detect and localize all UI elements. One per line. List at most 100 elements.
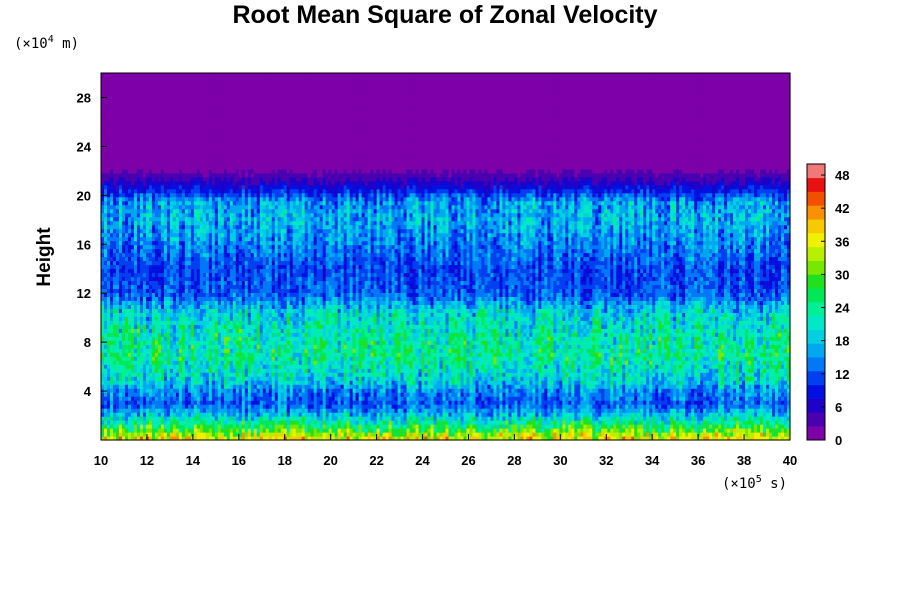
heatmap-cell xyxy=(652,420,656,425)
heatmap-cell xyxy=(376,420,381,425)
heatmap-cell xyxy=(532,404,536,409)
heatmap-cell xyxy=(256,384,261,389)
heatmap-cell xyxy=(784,376,788,381)
heatmap-cell xyxy=(265,388,270,393)
heatmap-cell xyxy=(667,368,671,373)
heatmap-cell xyxy=(104,372,108,377)
heatmap-cell xyxy=(289,400,294,405)
heatmap-cell xyxy=(253,416,258,421)
heatmap-cell xyxy=(526,392,530,397)
heatmap-cell xyxy=(262,412,267,417)
heatmap-cell xyxy=(370,424,375,429)
heatmap-cell xyxy=(493,424,498,429)
heatmap-cell xyxy=(754,372,758,377)
heatmap-cell xyxy=(118,380,123,385)
heatmap-cell xyxy=(104,388,108,393)
heatmap-cell xyxy=(181,384,186,389)
heatmap-cell xyxy=(712,372,716,377)
heatmap-cell xyxy=(769,420,773,425)
heatmap-cell xyxy=(439,376,444,381)
heatmap-cell xyxy=(160,392,165,397)
heatmap-cell xyxy=(415,368,420,373)
heatmap-cell xyxy=(430,368,435,373)
heatmap-cell xyxy=(283,436,288,441)
heatmap-cell xyxy=(739,384,743,389)
heatmap-cell xyxy=(364,368,369,373)
heatmap-cell xyxy=(409,428,414,433)
heatmap-cell xyxy=(463,424,468,429)
heatmap-cell xyxy=(544,412,548,417)
heatmap-cell xyxy=(262,408,267,413)
heatmap-cell xyxy=(487,392,492,397)
heatmap-cell xyxy=(730,420,734,425)
heatmap-cell xyxy=(649,412,653,417)
heatmap-cell xyxy=(646,420,650,425)
heatmap-cell xyxy=(253,392,258,397)
heatmap-cell xyxy=(508,392,513,397)
heatmap-cell xyxy=(301,368,306,373)
heatmap-cell xyxy=(130,372,135,377)
heatmap-cell xyxy=(787,376,791,381)
heatmap-cell xyxy=(679,424,683,429)
heatmap-cell xyxy=(535,428,539,433)
heatmap-cell xyxy=(319,412,324,417)
heatmap-cell xyxy=(211,408,216,413)
heatmap-cell xyxy=(592,384,596,389)
heatmap-cell xyxy=(217,420,222,425)
heatmap-cell xyxy=(133,412,138,417)
heatmap-cell xyxy=(469,400,474,405)
heatmap-cell xyxy=(580,424,584,429)
heatmap-cell xyxy=(361,436,366,441)
heatmap-cell xyxy=(271,412,276,417)
heatmap-cell xyxy=(718,376,722,381)
heatmap-cell xyxy=(520,400,524,405)
heatmap-cell xyxy=(658,412,662,417)
heatmap-cell xyxy=(388,392,393,397)
heatmap-cell xyxy=(580,436,584,441)
heatmap-cell xyxy=(622,416,626,421)
heatmap-cell xyxy=(556,424,560,429)
heatmap-cell xyxy=(565,432,569,437)
heatmap-cell xyxy=(199,376,204,381)
heatmap-cell xyxy=(598,416,602,421)
heatmap-cell xyxy=(670,412,674,417)
heatmap-cell xyxy=(142,400,147,405)
heatmap-cell xyxy=(127,400,132,405)
heatmap-cell xyxy=(544,416,548,421)
heatmap-cell xyxy=(784,428,788,433)
heatmap-cell xyxy=(778,408,782,413)
heatmap-cell xyxy=(301,392,306,397)
heatmap-cell xyxy=(316,408,321,413)
heatmap-cell xyxy=(661,400,665,405)
heatmap-cell xyxy=(727,404,731,409)
heatmap-cell xyxy=(637,436,641,441)
heatmap-cell xyxy=(250,420,255,425)
heatmap-cell xyxy=(553,424,557,429)
heatmap-cell xyxy=(142,416,147,421)
heatmap-cell xyxy=(142,396,147,401)
heatmap-cell xyxy=(715,400,719,405)
heatmap-cell xyxy=(745,376,749,381)
heatmap-cell xyxy=(529,424,533,429)
heatmap-cell xyxy=(454,432,459,437)
heatmap-cell xyxy=(277,432,282,437)
heatmap-cell xyxy=(307,392,312,397)
heatmap-cell xyxy=(178,408,183,413)
heatmap-cell xyxy=(691,436,695,441)
heatmap-cell xyxy=(754,408,758,413)
heatmap-cell xyxy=(382,404,387,409)
heatmap-cell xyxy=(718,368,722,373)
heatmap-cell xyxy=(472,400,477,405)
heatmap-cell xyxy=(604,368,608,373)
heatmap-cell xyxy=(562,384,566,389)
heatmap-cell xyxy=(703,396,707,401)
heatmap-cell xyxy=(676,376,680,381)
heatmap-cell xyxy=(322,396,327,401)
heatmap-cell xyxy=(685,412,689,417)
heatmap-cell xyxy=(682,368,686,373)
heatmap-cell xyxy=(583,428,587,433)
heatmap-cell xyxy=(313,436,318,441)
heatmap-cell xyxy=(124,380,129,385)
heatmap-cell xyxy=(430,416,435,421)
heatmap-cell xyxy=(286,372,291,377)
